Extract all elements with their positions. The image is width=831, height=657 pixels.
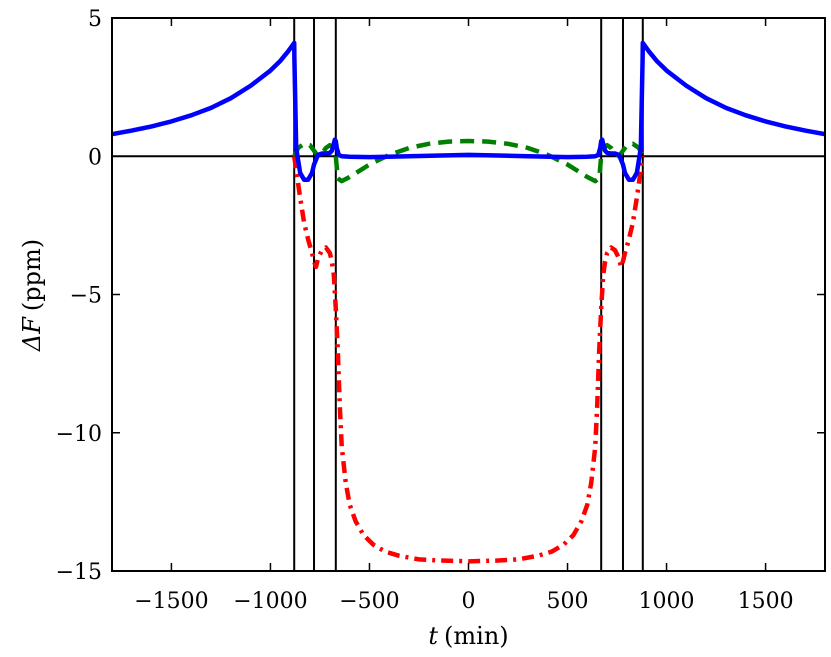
- series-dashed-green-line: [292, 138, 645, 184]
- series-dashdot-red-line: [291, 155, 646, 564]
- x-tick-label: 0: [462, 589, 476, 614]
- x-axis-label-unit: (min): [444, 622, 509, 650]
- x-tick-label: −500: [339, 589, 399, 614]
- y-tick-label: −5: [70, 284, 102, 309]
- y-axis-label-unit: (ppm): [18, 239, 46, 311]
- x-tick-label: 1500: [738, 589, 794, 614]
- x-axis-label: t (min): [428, 622, 508, 650]
- plot-background: [112, 18, 825, 571]
- x-tick-label: −1000: [233, 589, 307, 614]
- y-tick-label: 5: [88, 7, 102, 32]
- axis-ticks: −1500 −1000 −500 0 500 1000 1500 −15 −10 −5 0 5: [56, 7, 825, 614]
- x-axis-label-var: t: [428, 622, 438, 650]
- x-tick-label: −1500: [134, 589, 208, 614]
- y-axis-label-var: ΔF: [18, 316, 46, 352]
- x-tick-label: 500: [547, 589, 589, 614]
- y-tick-label: −15: [56, 560, 102, 585]
- series-lines: [112, 40, 825, 564]
- y-tick-label: −10: [56, 422, 102, 447]
- y-axis-label: ΔF (ppm): [18, 239, 46, 352]
- series-solid-blue-line: [112, 40, 825, 182]
- x-tick-label: 1000: [639, 589, 695, 614]
- y-tick-label: 0: [88, 145, 102, 170]
